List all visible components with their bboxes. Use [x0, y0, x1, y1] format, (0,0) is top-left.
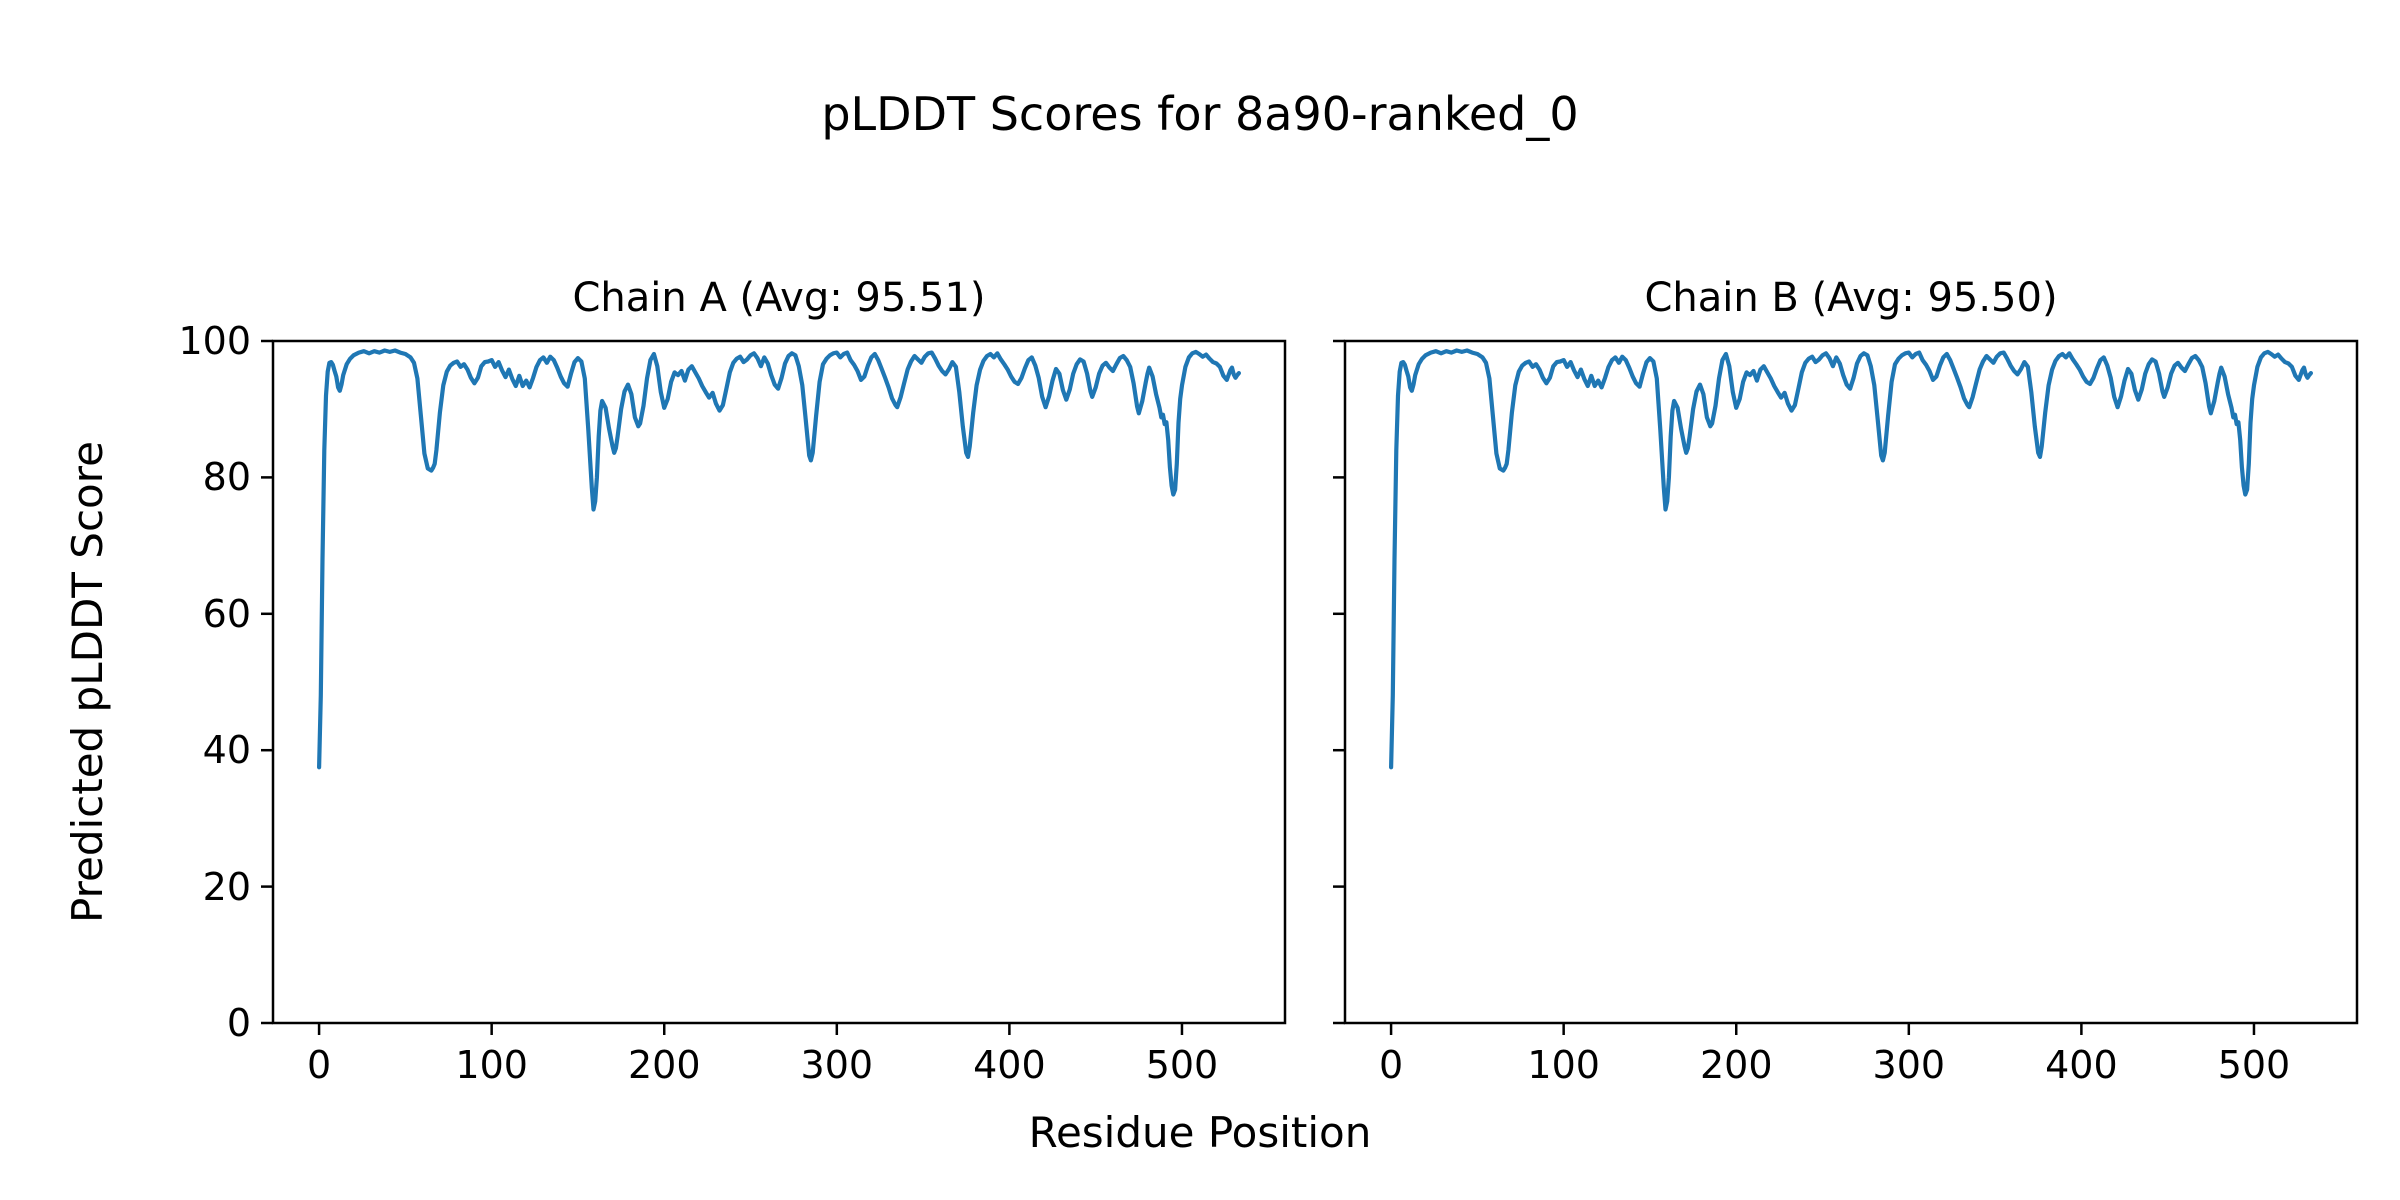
axes-spines-b [1343, 339, 2359, 1025]
y-tick-label: 20 [202, 864, 251, 909]
plddt-line-chain-a [317, 348, 1242, 770]
y-tick-label: 0 [226, 1001, 251, 1045]
x-tick-label: 200 [627, 1043, 701, 1087]
x-tick-label: 100 [1527, 1043, 1600, 1087]
x-tick-label: 100 [455, 1043, 528, 1087]
x-tick-label: 400 [2045, 1043, 2118, 1087]
y-tick-label: 60 [202, 591, 251, 636]
x-tick-label: 500 [2217, 1043, 2291, 1087]
subplot-b-title: Chain B (Avg: 95.50) [1644, 275, 2058, 321]
x-tick-label: 500 [1145, 1043, 1219, 1087]
x-tick-label: 400 [973, 1043, 1046, 1087]
x-axis-label: Residue Position [1028, 1108, 1372, 1157]
x-tick-label: 0 [1378, 1043, 1404, 1087]
y-axis-label: Predicted pLDDT Score [63, 441, 112, 923]
y-tick-label: 40 [202, 728, 251, 773]
y-tick-label: 80 [202, 455, 251, 500]
figure-title: pLDDT Scores for 8a90-ranked_0 [821, 87, 1579, 141]
subplot-a-title: Chain A (Avg: 95.51) [572, 275, 986, 321]
y-tick-label: 100 [178, 319, 251, 363]
x-tick-label: 300 [1872, 1043, 1946, 1087]
plddt-line-chain-b [1388, 348, 2313, 770]
x-tick-label: 200 [1699, 1043, 1773, 1087]
axes-spines-a [271, 339, 1287, 1025]
x-tick-label: 300 [800, 1043, 874, 1087]
x-tick-label: 0 [306, 1043, 332, 1087]
